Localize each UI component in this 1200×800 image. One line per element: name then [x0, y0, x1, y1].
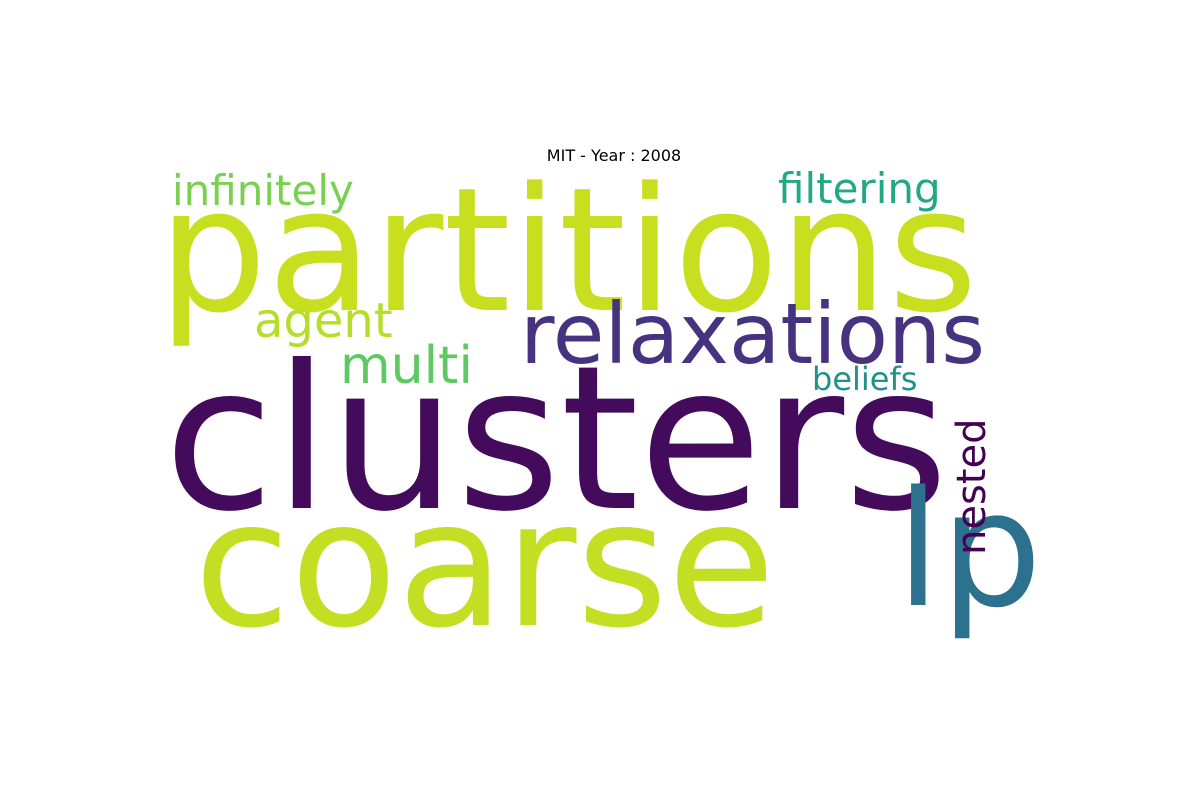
word-agent: agent — [254, 293, 393, 349]
word-lp: lp — [896, 456, 1043, 643]
word-multi: multi — [340, 336, 473, 396]
word-infinitely: infinitely — [172, 166, 354, 215]
word-beliefs: beliefs — [812, 360, 918, 398]
chart-title: MIT - Year : 2008 — [546, 146, 682, 165]
word-partitions: partitions — [158, 150, 978, 351]
word-clusters: clusters — [164, 323, 949, 556]
word-filtering: filtering — [778, 164, 941, 213]
word-nested: nested — [949, 418, 995, 555]
word-relaxations: relaxations — [520, 285, 986, 383]
word-coarse: coarse — [194, 464, 776, 667]
